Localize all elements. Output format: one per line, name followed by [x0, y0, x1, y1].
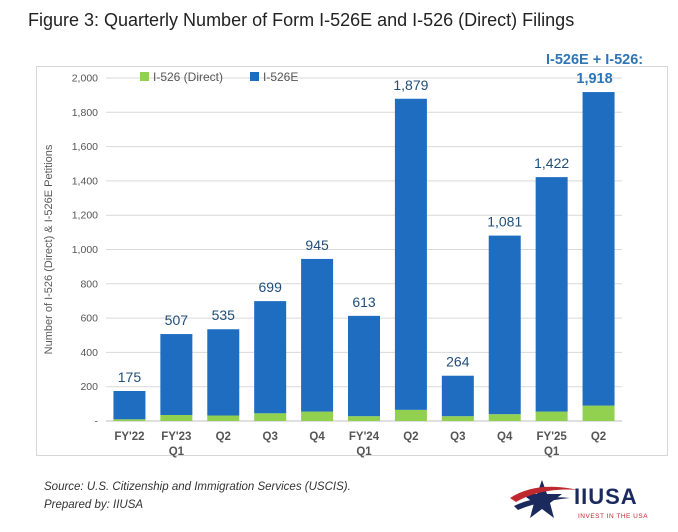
footnote: Source: U.S. Citizenship and Immigration…	[44, 478, 351, 514]
bar-i526e	[488, 235, 521, 415]
x-tick-label: Q4	[309, 431, 325, 443]
y-tick-label: -	[95, 416, 99, 428]
logo-wordmark: IIUSA	[574, 484, 638, 509]
legend-label: I-526 (Direct)	[153, 70, 223, 84]
x-tick-label: FY'24	[349, 431, 380, 443]
x-tick-label: Q4	[497, 431, 513, 443]
x-tick-label: Q1	[169, 446, 185, 458]
x-tick-label: Q2	[403, 431, 418, 443]
legend-swatch	[140, 72, 149, 81]
y-tick-label: 1,400	[72, 175, 98, 187]
bar-i526e	[535, 177, 568, 412]
legend-label: I-526E	[263, 70, 298, 84]
iiusa-logo: IIUSA INVEST IN THE USA	[510, 480, 648, 520]
y-tick-label: 600	[80, 313, 98, 325]
total-data-label: 613	[352, 294, 376, 310]
bar-i526e	[582, 92, 615, 406]
legend-swatch	[250, 72, 259, 81]
callout-total-label: 1,918	[576, 71, 612, 87]
bar-i526-direct	[348, 416, 380, 421]
prepared-by-note: Prepared by: IIUSA	[44, 499, 144, 511]
total-data-label: 264	[446, 354, 470, 370]
total-data-label: 1,879	[393, 77, 428, 93]
total-data-label: 1,081	[487, 214, 522, 230]
bar-i526-direct	[160, 414, 193, 421]
bar-i526e	[301, 258, 334, 412]
bar-i526-direct	[301, 411, 334, 421]
total-data-label: 945	[305, 237, 329, 253]
x-tick-label: Q2	[216, 431, 231, 443]
total-data-label: 699	[259, 279, 283, 295]
y-tick-label: 1,000	[72, 244, 98, 256]
x-tick-label: FY'22	[114, 431, 144, 443]
logo-tagline: INVEST IN THE USA	[578, 513, 648, 520]
total-data-label: 535	[212, 307, 236, 323]
total-data-label: 507	[165, 312, 189, 328]
bar-i526-direct	[441, 416, 474, 421]
total-data-label: 175	[118, 369, 142, 385]
total-data-label: 1,422	[534, 155, 569, 171]
bar-i526e	[254, 301, 287, 414]
bar-i526e	[394, 98, 427, 410]
y-tick-label: 1,800	[72, 107, 98, 119]
bar-i526e	[113, 390, 146, 420]
bar-i526-direct	[488, 414, 521, 421]
x-tick-label: FY'25	[537, 431, 568, 443]
source-note: Source: U.S. Citizenship and Immigration…	[44, 481, 351, 493]
bar-i526-direct	[254, 413, 287, 421]
y-tick-label: 1,600	[72, 141, 98, 153]
logo-swoosh-navy	[514, 497, 570, 510]
bar-i526e	[348, 315, 380, 417]
x-tick-label: Q3	[263, 431, 278, 443]
bar-i526-direct	[394, 409, 427, 421]
bar-i526e	[160, 334, 193, 415]
bar-i526-direct	[582, 405, 615, 421]
y-tick-label: 2,000	[72, 73, 98, 85]
callout-line1: I-526E + I-526:	[546, 52, 643, 68]
figure-title: Figure 3: Quarterly Number of Form I-526…	[28, 10, 575, 30]
x-tick-label: Q1	[544, 446, 560, 458]
chart-frame	[36, 66, 668, 456]
x-tick-label: Q2	[591, 431, 606, 443]
bar-i526-direct	[535, 411, 568, 421]
y-tick-label: 200	[80, 381, 98, 393]
x-tick-label: Q3	[450, 431, 465, 443]
x-tick-label: Q1	[356, 446, 372, 458]
logo-swoosh-red	[510, 486, 578, 502]
y-tick-label: 800	[80, 278, 98, 290]
bar-i526e	[441, 375, 474, 417]
y-axis-title: Number of I-526 (Direct) & I-526E Petiti…	[43, 144, 55, 354]
bar-i526-direct	[207, 415, 240, 421]
y-tick-label: 1,200	[72, 210, 98, 222]
y-tick-label: 400	[80, 347, 98, 359]
bar-i526-direct	[113, 419, 146, 421]
bar-i526e	[207, 329, 240, 416]
x-tick-label: FY'23	[161, 431, 191, 443]
